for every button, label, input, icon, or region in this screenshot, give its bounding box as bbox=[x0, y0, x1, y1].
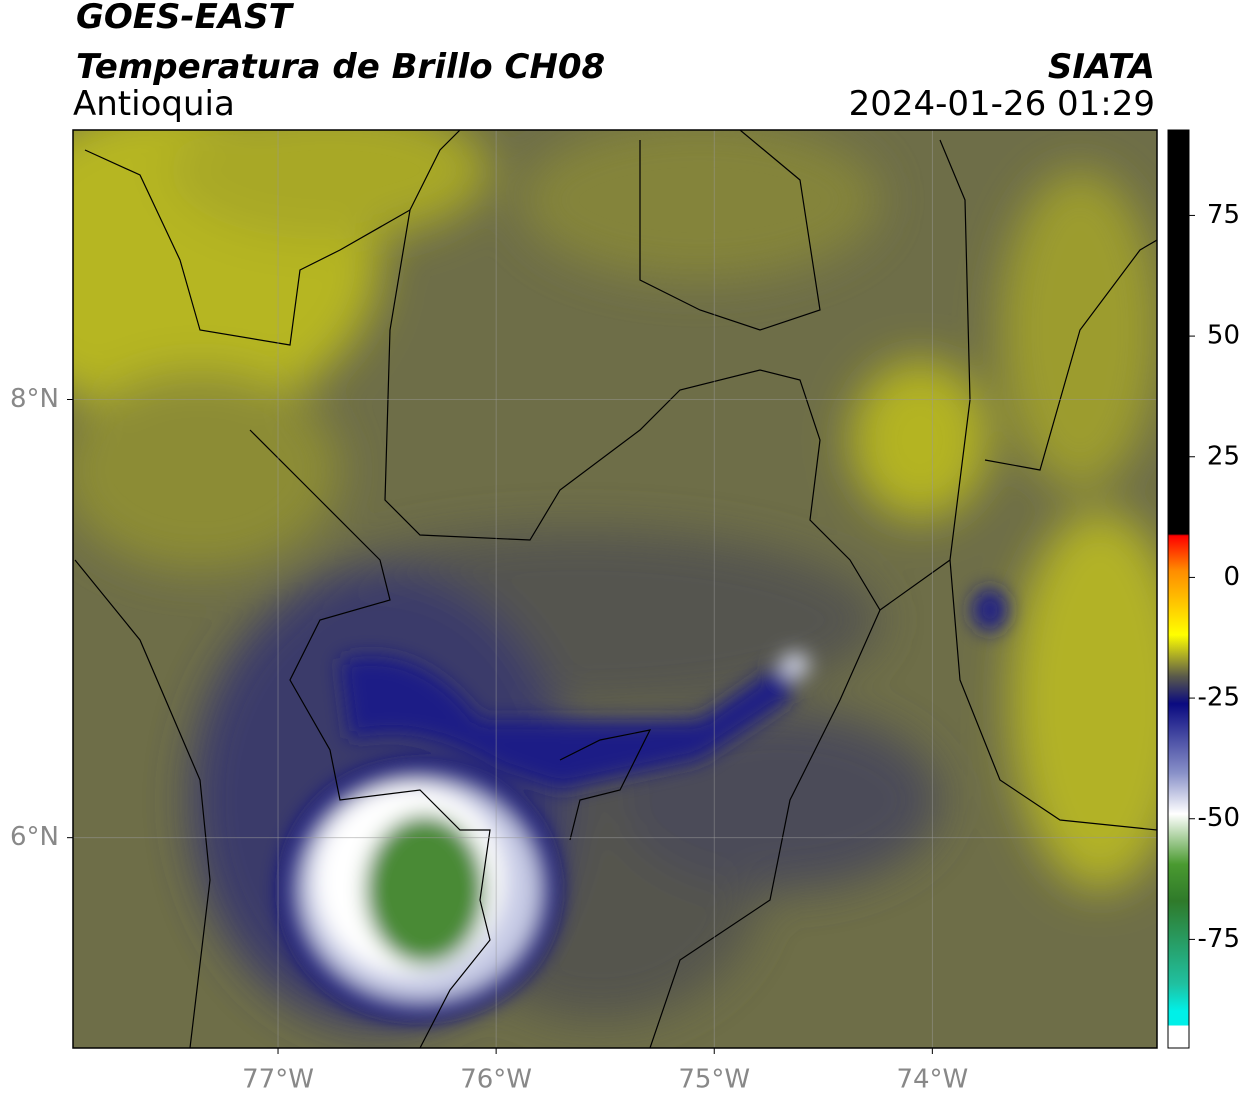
title: GOES-EAST bbox=[76, 0, 295, 37]
colorbar-label: -25 bbox=[1198, 683, 1240, 713]
x-tick-label: 75°W bbox=[678, 1065, 750, 1095]
colorbar-label: 75 bbox=[1207, 200, 1240, 230]
map-frame bbox=[72, 129, 1158, 1049]
x-tick-label: 74°W bbox=[896, 1065, 968, 1095]
colorbar-label: -50 bbox=[1198, 803, 1240, 833]
colorbar-label: 50 bbox=[1207, 321, 1240, 351]
source: SIATA bbox=[1048, 47, 1155, 87]
graticule bbox=[73, 130, 1157, 1048]
datetime: 2024-01-26 01:29 bbox=[849, 84, 1155, 124]
colorbar-label: -75 bbox=[1198, 924, 1240, 954]
x-tick-label: 76°W bbox=[460, 1065, 532, 1095]
subtitle: Temperatura de Brillo CH08 bbox=[76, 47, 605, 87]
colorbar-label: 25 bbox=[1207, 441, 1240, 471]
region: Antioquia bbox=[73, 84, 235, 124]
y-tick-label: 6°N bbox=[10, 822, 59, 852]
imagery bbox=[73, 130, 1157, 1048]
x-tick-label: 77°W bbox=[242, 1065, 314, 1095]
colorbar-label: 0 bbox=[1223, 562, 1240, 592]
colorbar bbox=[1167, 129, 1190, 1049]
y-tick-label: 8°N bbox=[10, 384, 59, 414]
